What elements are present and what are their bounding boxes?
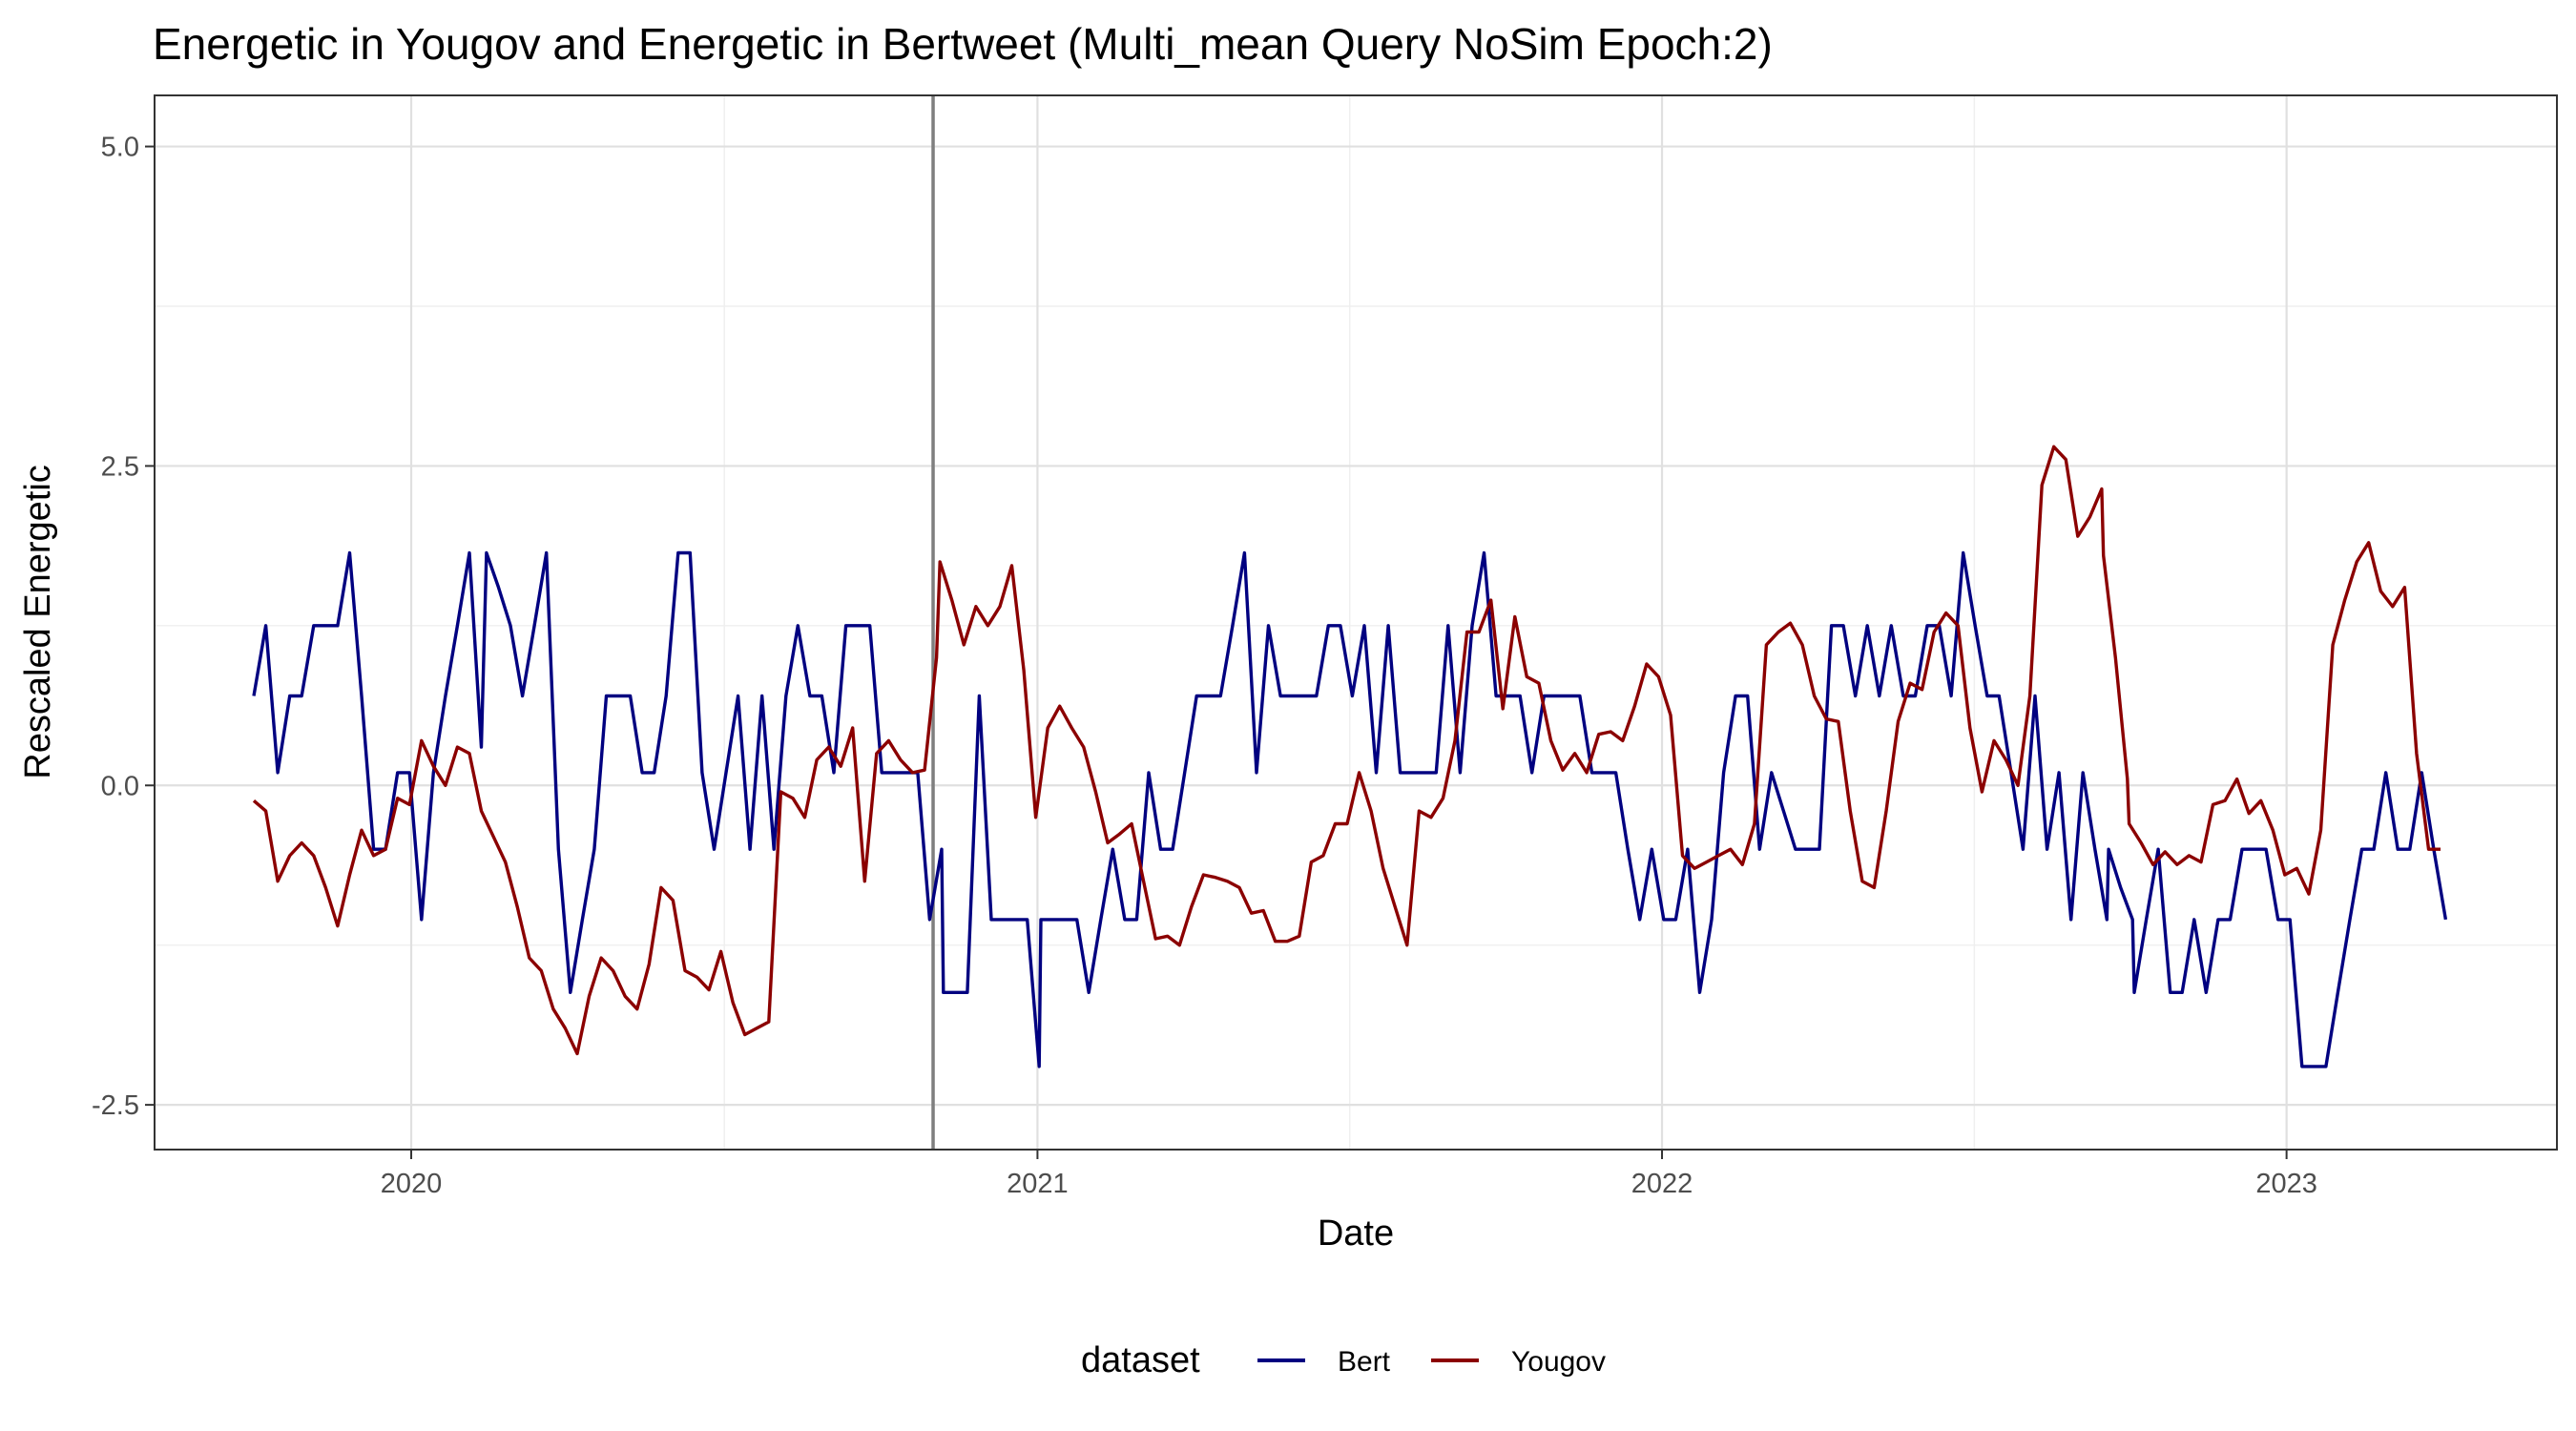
series-line-yougov	[252, 445, 2441, 1056]
legend-label-bert: Bert	[1338, 1346, 1391, 1378]
y-tick-label: -2.5	[92, 1090, 139, 1121]
x-tick-label: 2023	[2255, 1169, 2317, 1199]
chart-title: Energetic in Yougov and Energetic in Ber…	[153, 19, 1773, 69]
y-tick-label: 0.0	[101, 771, 139, 801]
panel-border	[154, 94, 2558, 1151]
x-axis-label: Date	[1318, 1213, 1394, 1254]
grid	[155, 95, 2557, 1150]
y-axis: -2.5 0.0 2.5 5.0	[92, 133, 155, 1121]
y-axis-label: Rescaled Energetic	[18, 465, 58, 779]
legend-label-yougov: Yougov	[1511, 1346, 1606, 1378]
x-axis: 2020 2021 2022 2023	[381, 1150, 2317, 1199]
x-tick-label: 2020	[381, 1169, 443, 1199]
y-tick-label: 5.0	[101, 133, 139, 163]
legend-title: dataset	[1081, 1340, 1200, 1380]
legend: dataset Bert Yougov	[1081, 1340, 1606, 1380]
series-lines	[252, 445, 2448, 1068]
y-tick-label: 2.5	[101, 451, 139, 482]
x-tick-label: 2021	[1007, 1169, 1069, 1199]
x-tick-label: 2022	[1631, 1169, 1693, 1199]
series-line-bert	[252, 550, 2448, 1068]
